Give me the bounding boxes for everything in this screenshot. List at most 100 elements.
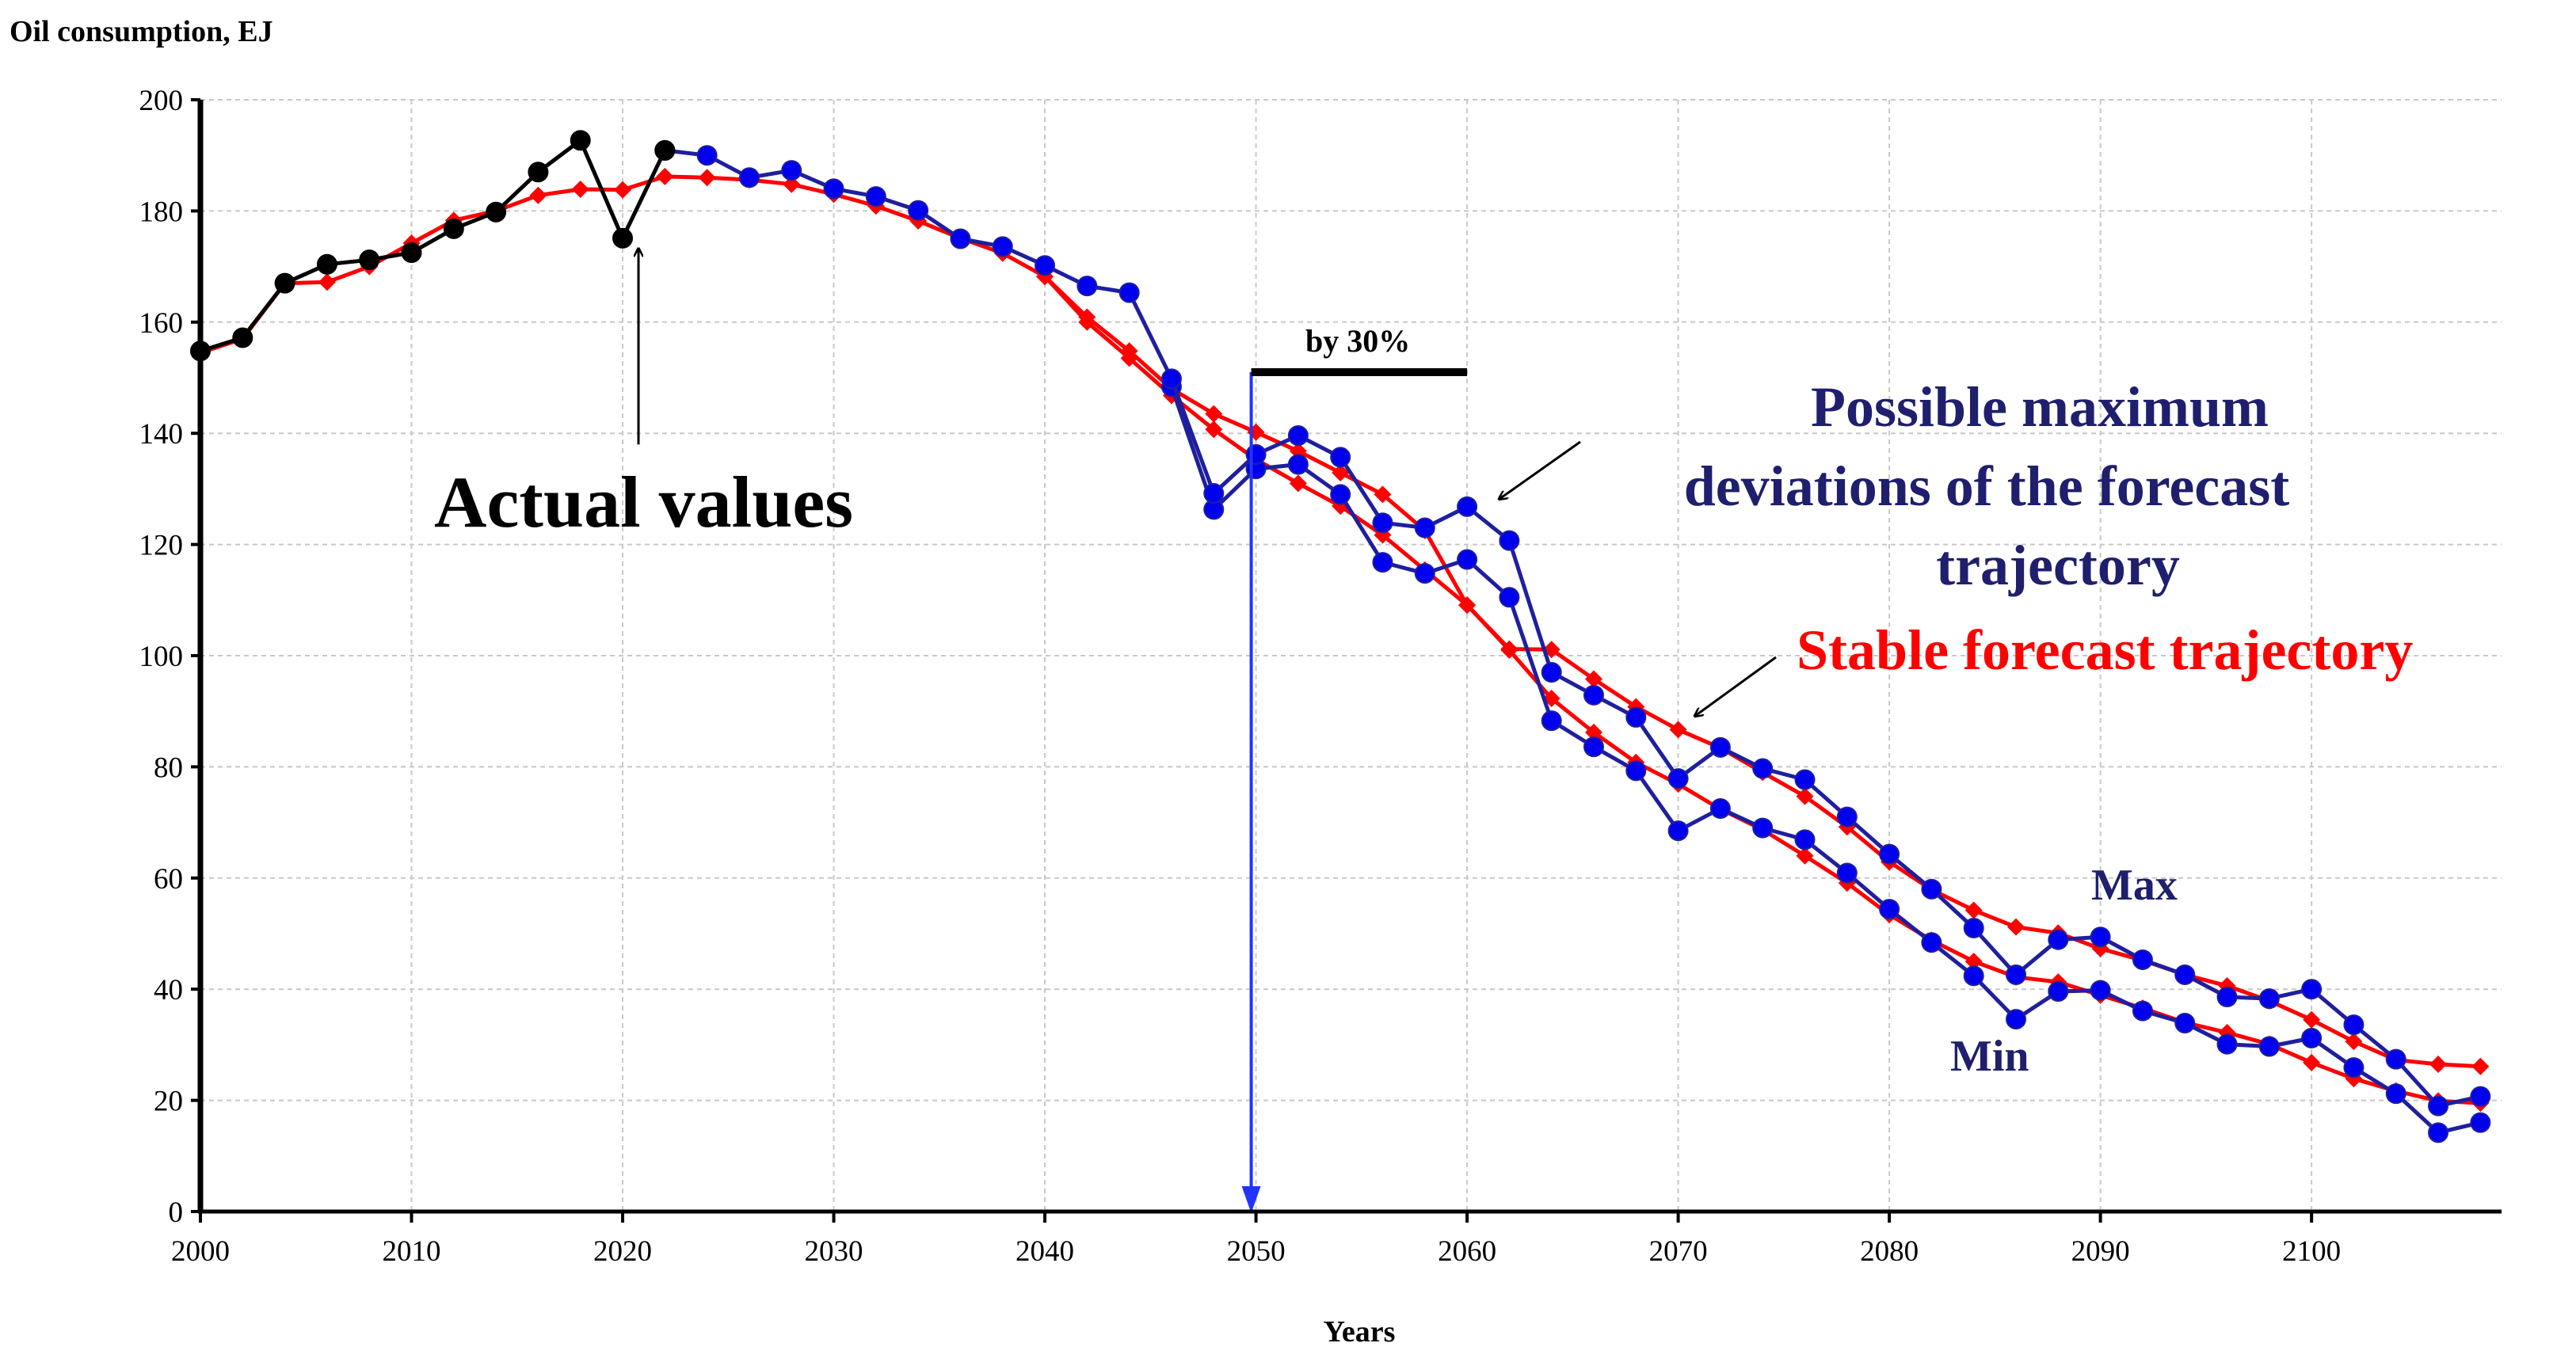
y-tick-label: 120 bbox=[139, 530, 184, 562]
y-axis-title: Oil consumption, EJ bbox=[10, 15, 273, 48]
data-point-min bbox=[1794, 829, 1816, 850]
by-30-label: by 30% bbox=[1305, 323, 1410, 359]
data-point-stable_lower bbox=[1078, 313, 1096, 331]
x-tick-label: 2030 bbox=[805, 1235, 863, 1268]
data-point-actual bbox=[612, 227, 634, 249]
x-tick-label: 2090 bbox=[2071, 1235, 2130, 1268]
y-tick-label: 40 bbox=[154, 974, 183, 1006]
data-point-max bbox=[2258, 988, 2280, 1010]
data-point-min bbox=[1625, 760, 1647, 782]
data-point-min bbox=[1879, 899, 1900, 920]
data-point-min bbox=[1541, 710, 1562, 732]
data-point-min bbox=[1414, 563, 1435, 584]
data-point-min bbox=[2301, 1027, 2323, 1048]
x-tick-label: 2000 bbox=[171, 1235, 230, 1268]
data-point-max bbox=[2174, 964, 2196, 985]
series-line-actual bbox=[200, 138, 667, 353]
x-tick-label: 2060 bbox=[1438, 1235, 1496, 1268]
data-point-max bbox=[738, 167, 760, 188]
data-point-stable_upper bbox=[783, 175, 801, 193]
data-point-max bbox=[1963, 917, 1984, 938]
data-point-max bbox=[950, 228, 971, 249]
y-tick-label: 160 bbox=[139, 307, 184, 340]
data-point-stable_upper bbox=[318, 273, 336, 291]
data-point-max bbox=[865, 186, 886, 207]
x-axis-title: Years bbox=[1324, 1315, 1396, 1349]
data-point-max bbox=[1160, 368, 1182, 390]
data-point-min bbox=[2216, 1033, 2238, 1055]
data-point-max bbox=[1836, 806, 1858, 827]
x-tick-label: 2020 bbox=[593, 1235, 652, 1268]
data-point-stable_upper bbox=[1584, 670, 1602, 688]
data-point-max bbox=[2470, 1086, 2491, 1107]
x-tick-label: 2010 bbox=[383, 1235, 441, 1268]
data-point-stable_lower bbox=[1458, 596, 1477, 614]
data-point-max bbox=[2343, 1014, 2365, 1036]
x-tick-label: 2040 bbox=[1016, 1235, 1074, 1268]
data-point-stable_lower bbox=[1500, 641, 1519, 659]
data-point-stable_upper bbox=[1332, 464, 1350, 482]
data-point-stable_lower bbox=[1289, 474, 1307, 493]
data-point-min bbox=[1667, 820, 1689, 842]
min-label: Min bbox=[1950, 1032, 2029, 1081]
data-point-max bbox=[2385, 1048, 2406, 1070]
data-point-min bbox=[1836, 862, 1858, 884]
possible-max-label-line3: trajectory bbox=[1936, 534, 2180, 597]
forecast-start-arrowhead bbox=[1241, 1186, 1261, 1213]
data-point-stable_upper bbox=[1374, 485, 1392, 504]
data-point-min bbox=[1921, 932, 1942, 953]
data-point-stable_upper bbox=[698, 169, 716, 187]
x-tick-label: 2070 bbox=[1649, 1235, 1708, 1268]
data-point-stable_upper bbox=[2429, 1055, 2448, 1073]
data-point-stable_upper bbox=[1964, 901, 1983, 919]
data-point-min bbox=[2048, 981, 2069, 1002]
x-tick-label: 2050 bbox=[1227, 1235, 1286, 1268]
data-point-max bbox=[2048, 929, 2069, 950]
data-point-max bbox=[1035, 255, 1056, 276]
data-point-actual bbox=[232, 327, 253, 348]
data-point-stable_upper bbox=[1205, 405, 1223, 423]
data-point-max bbox=[992, 236, 1013, 257]
y-tick-label: 60 bbox=[154, 863, 183, 896]
data-point-stable_lower bbox=[1796, 846, 1814, 865]
y-tick-label: 140 bbox=[139, 418, 184, 451]
data-point-max bbox=[1287, 425, 1309, 447]
data-point-stable_lower bbox=[2303, 1053, 2321, 1071]
data-point-min bbox=[1372, 552, 1393, 573]
possible-max-label-line1: Possible maximum bbox=[1811, 375, 2269, 439]
data-point-stable_lower bbox=[1584, 723, 1602, 741]
data-point-max bbox=[1752, 758, 1774, 779]
possible-max-label-line2: deviations of the forecast bbox=[1684, 455, 2290, 518]
data-point-min bbox=[1287, 454, 1309, 475]
max-deviation-arrow bbox=[1499, 440, 1581, 499]
data-point-max bbox=[2216, 987, 2238, 1008]
data-point-stable_upper bbox=[529, 186, 547, 204]
y-tick-label: 200 bbox=[139, 85, 184, 117]
series-lines bbox=[190, 130, 2491, 1143]
data-point-max bbox=[1921, 878, 1942, 900]
data-point-min bbox=[2090, 980, 2111, 1001]
y-tick-label: 100 bbox=[139, 641, 184, 673]
data-point-max bbox=[2301, 979, 2323, 1000]
data-point-max bbox=[1077, 276, 1098, 297]
data-point-max bbox=[2428, 1095, 2449, 1117]
data-point-min bbox=[2343, 1057, 2365, 1079]
data-point-min bbox=[1499, 587, 1520, 608]
data-point-actual bbox=[486, 201, 507, 223]
data-point-min bbox=[2470, 1112, 2491, 1133]
data-point-min bbox=[1330, 484, 1351, 505]
data-point-max bbox=[1667, 768, 1689, 789]
data-point-stable_lower bbox=[1120, 349, 1138, 367]
data-point-min bbox=[2428, 1122, 2449, 1143]
data-point-max bbox=[1709, 736, 1731, 758]
data-point-max bbox=[1457, 496, 1478, 517]
data-point-max bbox=[2132, 949, 2153, 970]
data-point-max bbox=[1625, 706, 1647, 728]
data-point-max bbox=[2090, 926, 2111, 948]
data-point-max bbox=[1118, 282, 1140, 303]
data-point-min bbox=[2006, 1009, 2027, 1030]
data-point-stable_upper bbox=[2471, 1057, 2490, 1075]
data-point-max bbox=[1794, 769, 1816, 790]
data-point-max bbox=[1414, 517, 1435, 538]
